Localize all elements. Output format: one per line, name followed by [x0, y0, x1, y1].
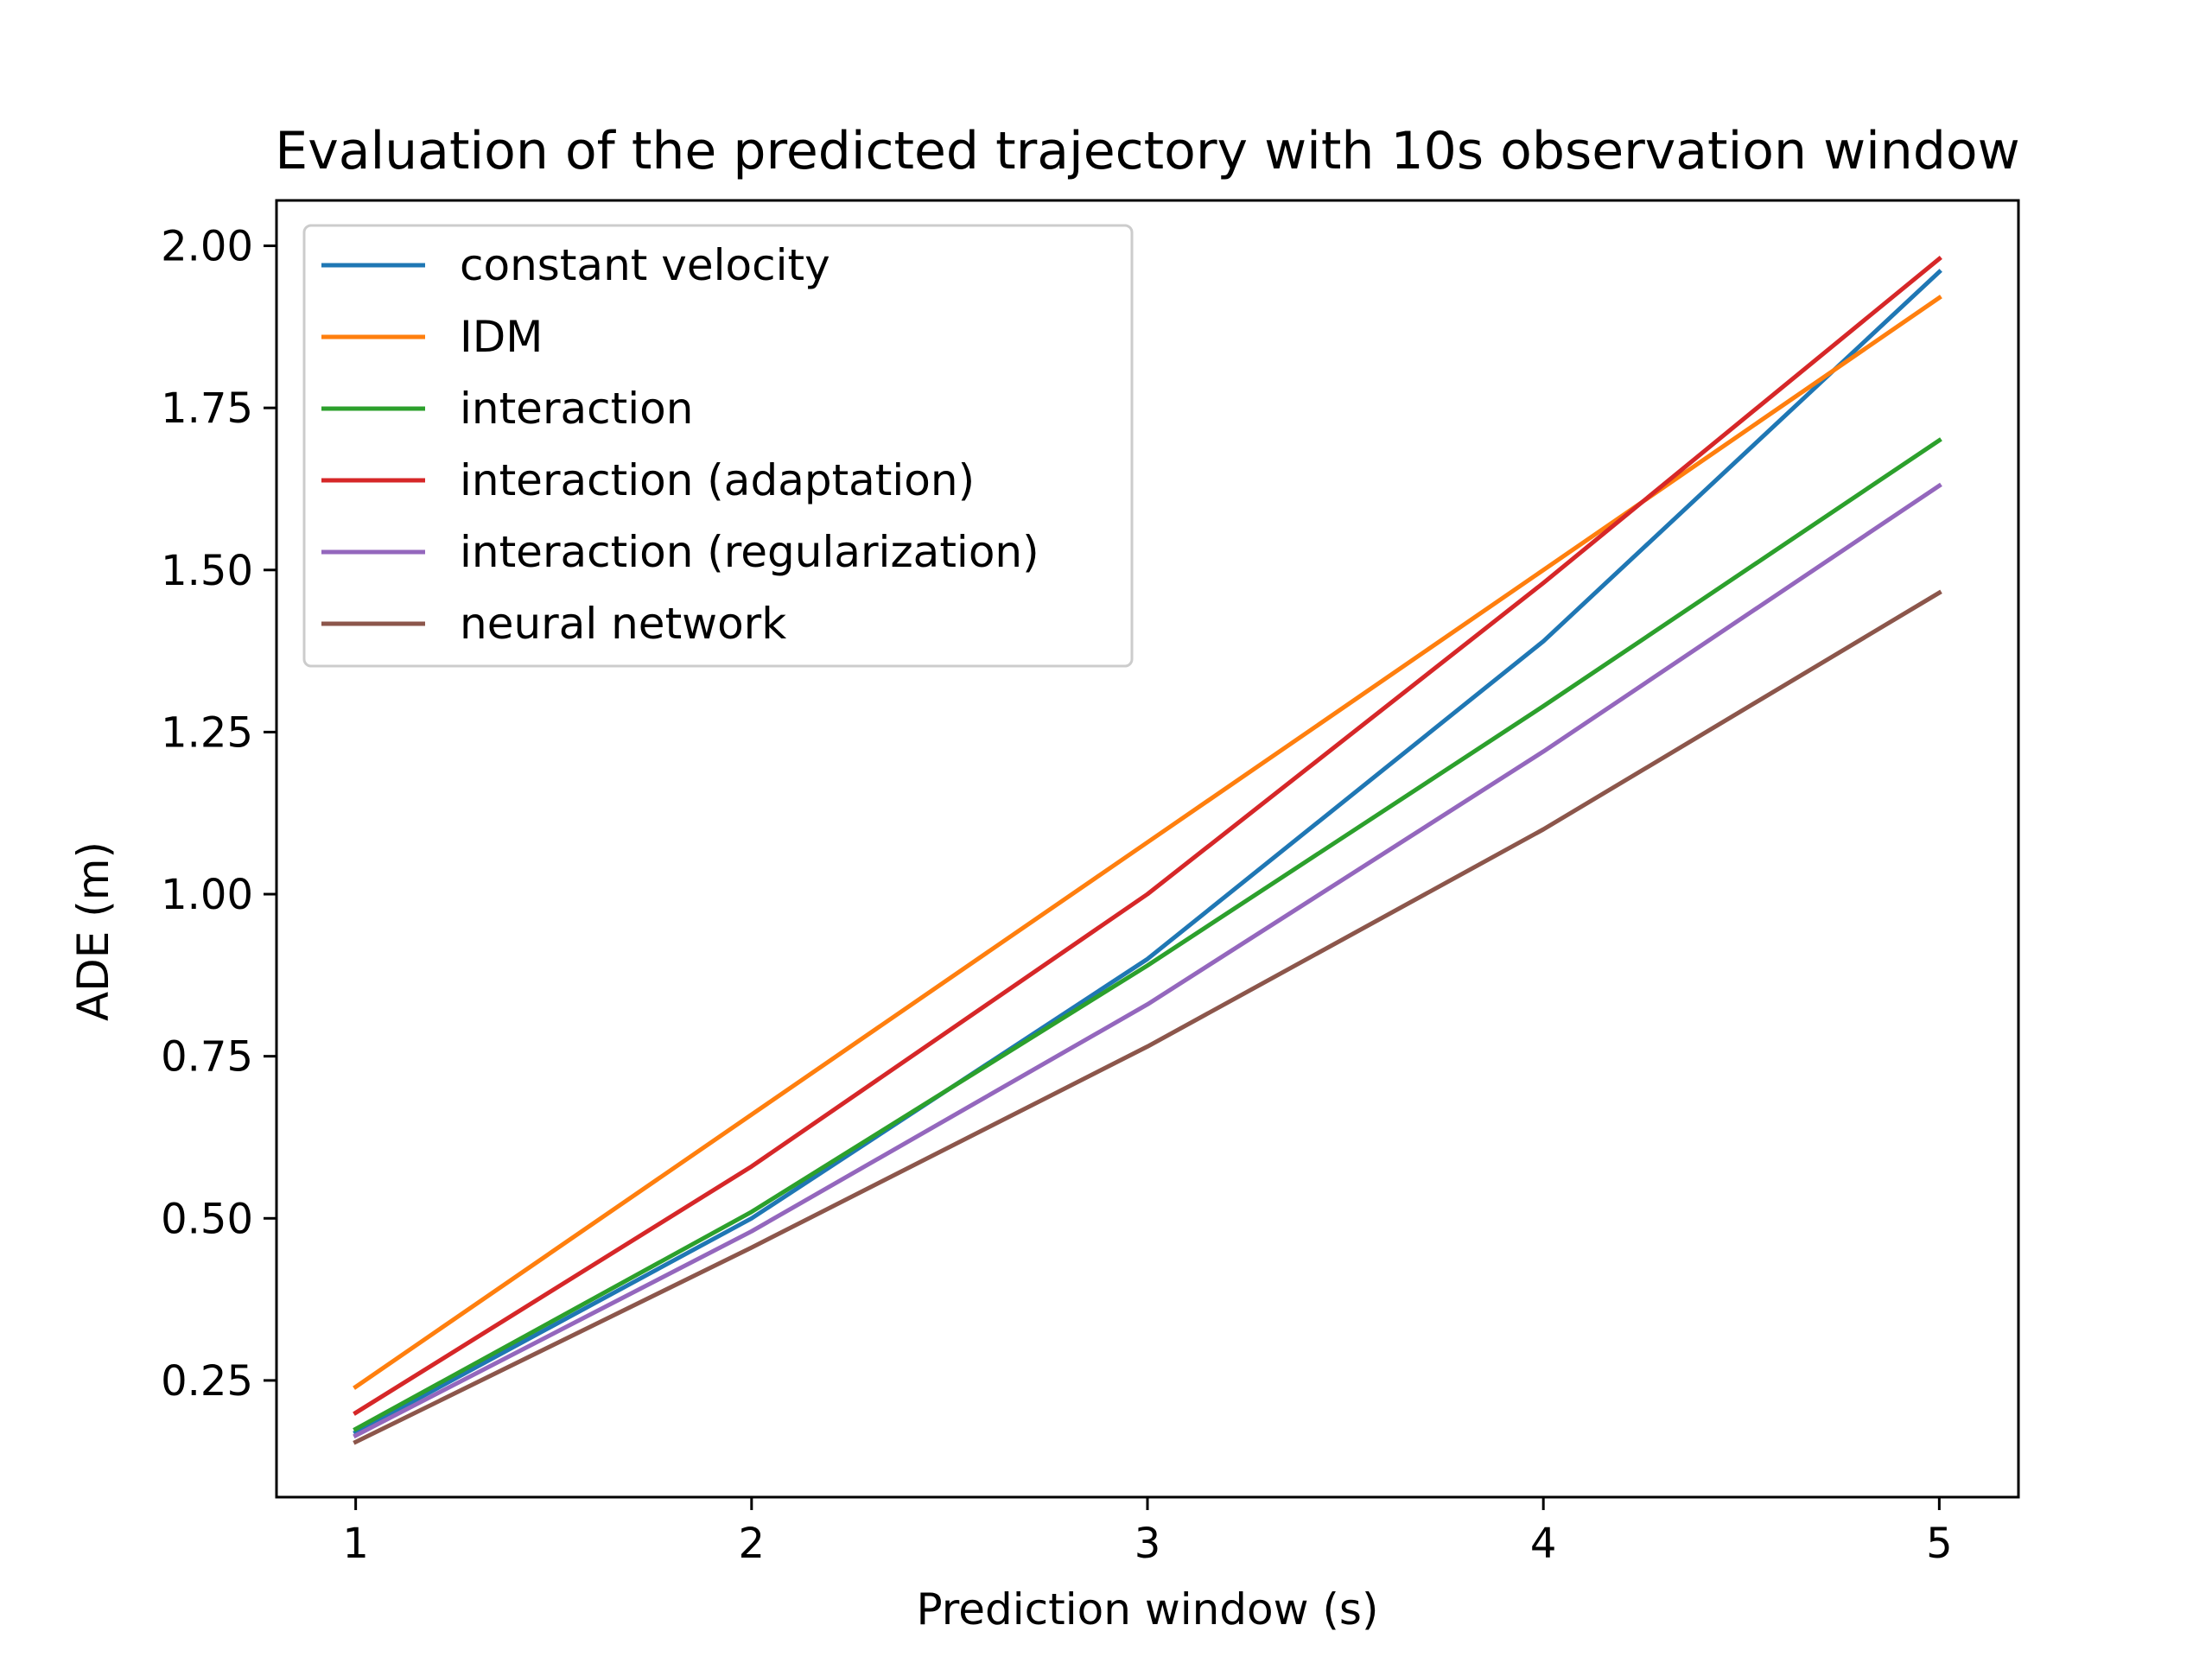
y-tick-label: 0.50 — [161, 1195, 253, 1243]
y-tick-label: 1.00 — [161, 871, 253, 919]
y-tick-label: 0.75 — [161, 1033, 253, 1082]
legend-box — [302, 224, 1134, 668]
x-tick-label: 1 — [342, 1520, 369, 1568]
series-line-0 — [353, 269, 1942, 1436]
x-tick-label: 5 — [1926, 1520, 1953, 1568]
y-tick-label: 1.25 — [161, 708, 253, 757]
legend-entry-label: neural network — [460, 599, 786, 649]
series-line-2 — [353, 437, 1942, 1432]
y-tick-label: 2.00 — [161, 223, 253, 271]
y-tick-label: 0.25 — [161, 1357, 253, 1406]
series-line-3 — [353, 255, 1942, 1416]
y-tick-label: 1.50 — [161, 547, 253, 595]
legend: constant velocity IDM interaction interacti… — [302, 224, 1134, 668]
y-tick-label: 1.75 — [161, 384, 253, 433]
legend-entry-label: interaction (regularization) — [460, 527, 1039, 577]
chart-title: Evaluation of the predicted trajectory w… — [275, 121, 2019, 181]
x-axis-label: Prediction window (s) — [917, 1584, 1379, 1634]
y-axis-label: ADE (m) — [68, 841, 118, 1021]
x-tick-label: 3 — [1135, 1520, 1161, 1568]
series-line-1 — [353, 295, 1942, 1390]
x-tick-label: 2 — [739, 1520, 766, 1568]
series-line-5 — [353, 589, 1942, 1445]
x-tick-label: 4 — [1530, 1520, 1557, 1568]
plot-area: 1 2 3 4 5 0.25 0.50 0.75 1.00 1.25 1.50 1.75 2.00 — [161, 199, 2020, 1568]
legend-entry-label: interaction — [460, 384, 693, 434]
legend-entry-label: interaction (adaptation) — [460, 455, 975, 505]
series-line-4 — [353, 482, 1942, 1439]
legend-entry-label: constant velocity — [460, 240, 830, 290]
legend-entry-label: IDM — [460, 312, 543, 362]
